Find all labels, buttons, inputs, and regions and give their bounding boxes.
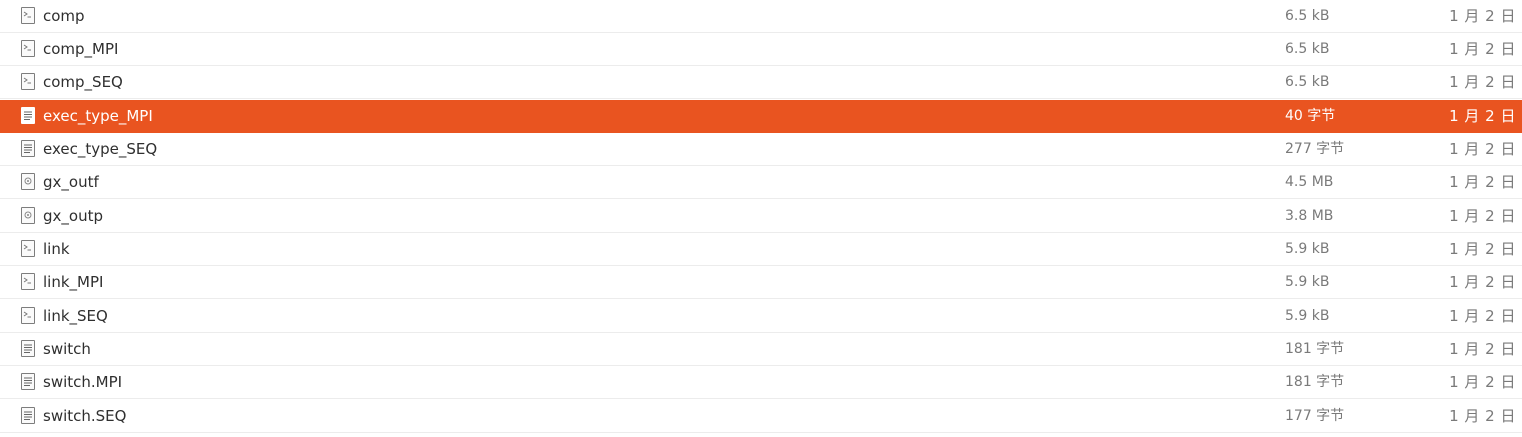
file-date: 1 月 2 日 [1449, 273, 1516, 291]
file-row-4[interactable]: exec_type_SEQ 277 字节 1 月 2 日 [0, 133, 1522, 166]
file-date: 1 月 2 日 [1449, 107, 1516, 125]
file-date: 1 月 2 日 [1449, 307, 1516, 325]
file-date: 1 月 2 日 [1449, 7, 1516, 25]
executable-icon [21, 307, 35, 324]
file-row-9[interactable]: link_SEQ 5.9 kB 1 月 2 日 [0, 300, 1522, 333]
file-row-11[interactable]: switch.MPI 181 字节 1 月 2 日 [0, 366, 1522, 399]
file-row-8[interactable]: link_MPI 5.9 kB 1 月 2 日 [0, 266, 1522, 299]
file-name: exec_type_SEQ [43, 140, 158, 158]
file-size: 6.5 kB [1285, 41, 1330, 57]
file-size: 4.5 MB [1285, 174, 1334, 190]
file-date: 1 月 2 日 [1449, 173, 1516, 191]
file-name: gx_outp [43, 207, 103, 225]
file-row-3[interactable]: exec_type_MPI 40 字节 1 月 2 日 [0, 100, 1522, 133]
file-row-12[interactable]: switch.SEQ 177 字节 1 月 2 日 [0, 400, 1522, 433]
file-row-7[interactable]: link 5.9 kB 1 月 2 日 [0, 233, 1522, 266]
file-name: switch.MPI [43, 373, 123, 391]
file-name: exec_type_MPI [43, 107, 153, 125]
file-size: 5.9 kB [1285, 241, 1330, 257]
file-size: 6.5 kB [1285, 74, 1330, 90]
executable-icon [21, 7, 35, 24]
file-name: comp_MPI [43, 40, 119, 58]
file-row-0[interactable]: comp 6.5 kB 1 月 2 日 [0, 0, 1522, 33]
file-size: 40 字节 [1285, 108, 1336, 124]
file-date: 1 月 2 日 [1449, 207, 1516, 225]
executable-icon [21, 273, 35, 290]
binary-file-icon [21, 207, 35, 224]
file-date: 1 月 2 日 [1449, 140, 1516, 158]
file-size: 6.5 kB [1285, 8, 1330, 24]
file-date: 1 月 2 日 [1449, 407, 1516, 425]
file-row-10[interactable]: switch 181 字节 1 月 2 日 [0, 333, 1522, 366]
file-row-2[interactable]: comp_SEQ 6.5 kB 1 月 2 日 [0, 66, 1522, 99]
executable-icon [21, 240, 35, 257]
file-name: link_MPI [43, 273, 104, 291]
file-row-6[interactable]: gx_outp 3.8 MB 1 月 2 日 [0, 200, 1522, 233]
file-name: comp [43, 7, 85, 25]
file-date: 1 月 2 日 [1449, 373, 1516, 391]
file-name: comp_SEQ [43, 73, 123, 91]
file-date: 1 月 2 日 [1449, 340, 1516, 358]
text-file-icon [21, 140, 35, 157]
file-size: 181 字节 [1285, 341, 1345, 357]
file-size: 181 字节 [1285, 374, 1345, 390]
file-row-1[interactable]: comp_MPI 6.5 kB 1 月 2 日 [0, 33, 1522, 66]
file-name: gx_outf [43, 173, 99, 191]
text-file-icon [21, 407, 35, 424]
file-name: switch [43, 340, 91, 358]
text-file-icon [21, 373, 35, 390]
file-date: 1 月 2 日 [1449, 40, 1516, 58]
file-name: switch.SEQ [43, 407, 127, 425]
file-size: 277 字节 [1285, 141, 1345, 157]
text-file-icon [21, 107, 35, 124]
file-size: 5.9 kB [1285, 308, 1330, 324]
file-size: 3.8 MB [1285, 208, 1334, 224]
file-name: link [43, 240, 70, 258]
binary-file-icon [21, 173, 35, 190]
file-date: 1 月 2 日 [1449, 240, 1516, 258]
file-row-5[interactable]: gx_outf 4.5 MB 1 月 2 日 [0, 166, 1522, 199]
file-name: link_SEQ [43, 307, 108, 325]
executable-icon [21, 73, 35, 90]
executable-icon [21, 40, 35, 57]
file-size: 5.9 kB [1285, 274, 1330, 290]
file-size: 177 字节 [1285, 408, 1345, 424]
file-date: 1 月 2 日 [1449, 73, 1516, 91]
text-file-icon [21, 340, 35, 357]
